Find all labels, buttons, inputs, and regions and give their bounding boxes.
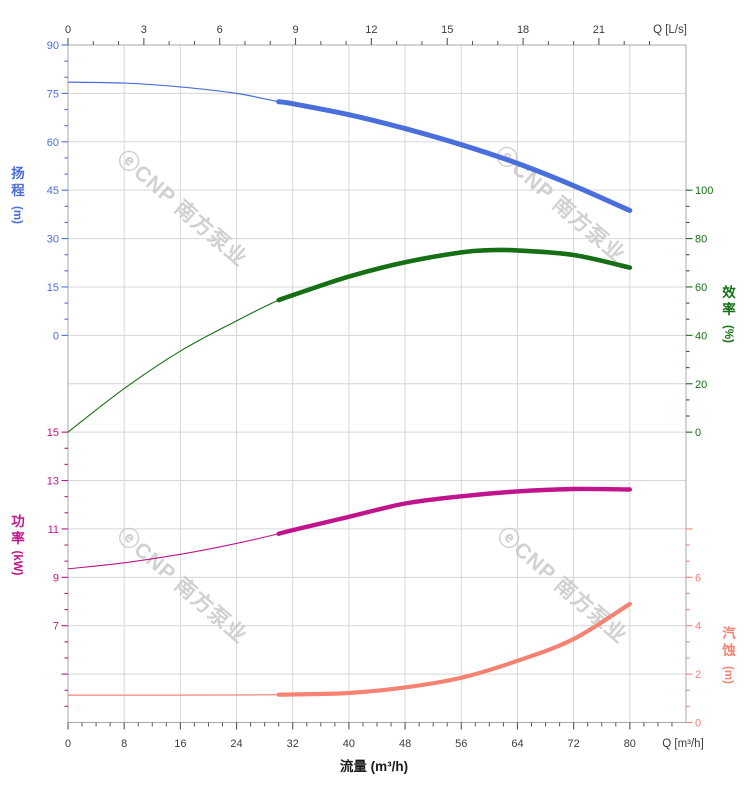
top-x-tick-label: 6 bbox=[217, 24, 223, 36]
efficiency-tick-label: 100 bbox=[695, 185, 713, 197]
power-tick-label: 11 bbox=[48, 524, 59, 536]
bottom-x-tick-label: 72 bbox=[568, 738, 580, 750]
efficiency-axis-unit: (%) bbox=[722, 325, 734, 343]
head-axis-title-char: 扬 bbox=[11, 165, 25, 181]
npsh-tick-label: 6 bbox=[695, 572, 701, 584]
head-tick-label: 15 bbox=[47, 282, 59, 294]
bottom-x-tick-label: 0 bbox=[65, 738, 71, 750]
npsh-axis-unit: (m) bbox=[722, 666, 734, 684]
bottom-x-tick-label: 64 bbox=[511, 738, 523, 750]
npsh-axis: 6 4 2 0 汽蚀 (m) bbox=[686, 528, 736, 730]
npsh-axis-title-char: 蚀 bbox=[721, 642, 736, 658]
efficiency-tick-label: 40 bbox=[695, 330, 707, 342]
bottom-x-tick-label: 32 bbox=[287, 738, 299, 750]
bottom-x-axis: 0 8 16 24 32 40 48 56 64 72 80 Q [m³/h] 流量 (m³/h) bbox=[65, 722, 704, 774]
head-tick-label: 60 bbox=[47, 137, 59, 149]
top-x-tick-label: 12 bbox=[365, 24, 377, 36]
power-axis: 15 13 11 9 7 功率 (kW) bbox=[11, 427, 68, 707]
watermark-text: ⓔCNP 南方泵业 bbox=[493, 523, 632, 649]
head-tick-label: 45 bbox=[47, 185, 59, 197]
bottom-x-tick-label: 16 bbox=[174, 738, 186, 750]
power-axis-title-char: 功 bbox=[11, 514, 25, 529]
bottom-x-tick-label: 80 bbox=[624, 738, 636, 750]
bottom-x-tick-label: 56 bbox=[455, 738, 467, 750]
top-x-tick-label: 3 bbox=[141, 24, 147, 36]
head-tick-label: 90 bbox=[47, 40, 59, 52]
power-tick-label: 13 bbox=[47, 476, 59, 488]
efficiency-axis-title-char: 率 bbox=[722, 301, 736, 317]
power-curve-bold bbox=[276, 486, 633, 536]
head-axis-unit: (m) bbox=[11, 206, 23, 224]
top-x-tick-label: 0 bbox=[65, 24, 71, 36]
bottom-x-tick-label: 48 bbox=[399, 738, 411, 750]
top-x-axis-title: Q [L/s] bbox=[653, 24, 687, 36]
bottom-x-tick-label: 8 bbox=[121, 738, 127, 750]
top-x-axis: 0 3 6 9 12 15 18 21 Q [L/s] bbox=[65, 24, 687, 45]
top-x-tick-label: 9 bbox=[292, 24, 298, 36]
gridlines bbox=[67, 44, 687, 723]
efficiency-axis: 100 80 60 40 20 0 效率 (%) bbox=[686, 185, 736, 439]
power-tick-label: 9 bbox=[53, 572, 59, 584]
npsh-axis-title-char: 汽 bbox=[722, 625, 736, 641]
head-tick-label: 75 bbox=[47, 88, 59, 100]
head-curve-bold bbox=[276, 99, 633, 214]
flow-axis-caption: 流量 (m³/h) bbox=[340, 758, 408, 774]
efficiency-axis-title-char: 效 bbox=[722, 284, 736, 300]
top-x-tick-label: 15 bbox=[441, 24, 453, 36]
npsh-curve-bold bbox=[276, 601, 632, 697]
npsh-tick-label: 0 bbox=[695, 718, 701, 730]
efficiency-tick-label: 0 bbox=[695, 427, 701, 439]
head-tick-label: 0 bbox=[53, 330, 59, 342]
bottom-x-axis-title: Q [m³/h] bbox=[662, 738, 704, 750]
head-axis: 90 75 60 45 30 15 0 扬程 (m) bbox=[11, 40, 68, 342]
head-tick-label: 30 bbox=[47, 234, 59, 246]
power-axis-title-char: 率 bbox=[11, 530, 25, 546]
efficiency-tick-label: 20 bbox=[695, 379, 707, 391]
efficiency-tick-label: 60 bbox=[695, 282, 707, 294]
watermark-text: ⓔCNP 南方泵业 bbox=[113, 146, 252, 272]
npsh-tick-label: 2 bbox=[695, 669, 701, 681]
bottom-x-tick-label: 24 bbox=[230, 738, 242, 750]
npsh-tick-label: 4 bbox=[695, 621, 701, 633]
top-x-tick-label: 18 bbox=[517, 24, 529, 36]
head-axis-title-char: 程 bbox=[11, 183, 25, 198]
power-tick-label: 15 bbox=[47, 427, 59, 439]
watermark-text: ⓔCNP 南方泵业 bbox=[113, 523, 252, 649]
power-tick-label: 7 bbox=[53, 621, 59, 633]
efficiency-tick-label: 80 bbox=[695, 234, 707, 246]
bottom-x-tick-label: 40 bbox=[343, 738, 355, 750]
efficiency-curve-bold bbox=[276, 247, 633, 303]
top-x-tick-label: 21 bbox=[593, 24, 605, 36]
power-axis-unit: (kW) bbox=[11, 551, 23, 576]
